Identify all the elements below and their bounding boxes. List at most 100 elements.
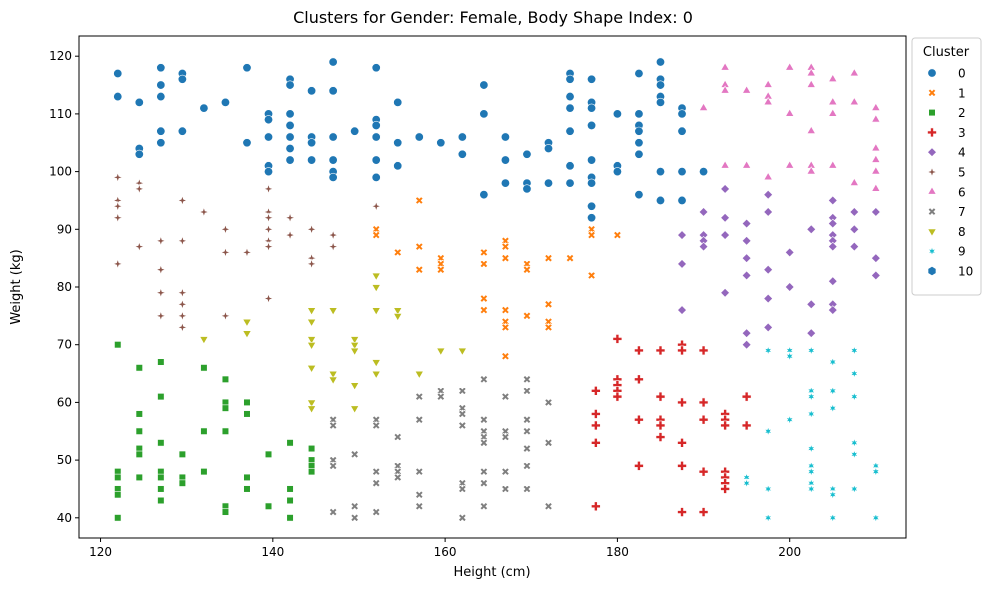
data-point — [262, 183, 275, 195]
series-cluster-8 — [199, 272, 468, 414]
legend-item: 1 — [927, 86, 966, 100]
data-point — [176, 298, 188, 310]
data-point — [219, 246, 232, 258]
legend-label: 8 — [958, 225, 966, 239]
data-point — [763, 171, 773, 181]
data-point — [634, 345, 644, 356]
data-point — [587, 271, 596, 280]
data-point — [591, 501, 601, 512]
data-point — [458, 421, 467, 430]
data-point — [436, 392, 445, 401]
legend-item: 6 — [927, 185, 966, 199]
data-point — [264, 132, 274, 142]
data-point — [328, 132, 338, 142]
data-point — [544, 502, 553, 511]
legend-marker — [927, 68, 937, 78]
data-point — [677, 507, 687, 517]
data-point — [698, 345, 709, 356]
data-point — [176, 235, 188, 247]
data-point — [262, 212, 275, 224]
data-point — [741, 218, 752, 229]
y-tick-label: 110 — [49, 107, 72, 121]
legend-item: 9 — [927, 245, 966, 259]
data-point — [522, 386, 532, 396]
data-point — [634, 414, 644, 425]
data-point — [328, 155, 338, 165]
data-point — [763, 483, 773, 495]
legend-marker — [927, 147, 937, 158]
data-point — [371, 284, 381, 293]
data-point — [655, 432, 666, 442]
data-point — [591, 437, 601, 448]
data-point — [415, 502, 424, 511]
data-point — [112, 200, 124, 212]
data-point — [370, 200, 382, 212]
data-point — [479, 259, 489, 269]
data-point — [327, 241, 339, 253]
data-point — [457, 347, 468, 356]
legend-marker — [927, 246, 937, 257]
data-point — [178, 479, 186, 487]
data-point — [479, 294, 489, 303]
data-point — [349, 347, 360, 356]
data-point — [655, 195, 665, 205]
data-point — [827, 195, 838, 206]
legend-item: 8 — [927, 225, 966, 239]
data-point — [741, 253, 752, 263]
data-point — [655, 167, 665, 177]
data-point — [806, 483, 816, 495]
data-point — [436, 265, 445, 274]
data-point — [307, 444, 316, 453]
data-point — [849, 483, 859, 495]
series-cluster-3 — [591, 334, 752, 517]
data-point — [565, 126, 575, 136]
data-point — [328, 461, 338, 471]
plot-area — [112, 57, 881, 523]
data-point — [544, 323, 553, 332]
data-point — [849, 241, 860, 252]
data-point — [219, 310, 232, 322]
data-point — [479, 438, 489, 447]
legend-label: 5 — [958, 166, 966, 180]
data-point — [328, 307, 338, 316]
data-point — [544, 253, 553, 263]
data-point — [849, 368, 859, 379]
data-point — [284, 212, 296, 224]
data-point — [135, 364, 143, 372]
data-point — [871, 466, 881, 477]
series-cluster-7 — [328, 375, 553, 522]
data-point — [806, 408, 816, 420]
data-point — [763, 293, 773, 304]
data-point — [155, 235, 167, 247]
data-point — [806, 391, 816, 402]
data-point — [806, 466, 816, 477]
data-point — [828, 96, 838, 106]
data-point — [587, 120, 597, 130]
data-point — [372, 507, 381, 517]
data-point — [286, 514, 294, 522]
data-point — [157, 473, 165, 482]
data-point — [500, 132, 510, 142]
data-point — [350, 126, 360, 136]
data-point — [849, 207, 860, 217]
series-cluster-6 — [698, 62, 881, 192]
data-point — [285, 120, 295, 130]
data-point — [720, 160, 730, 169]
data-point — [156, 63, 166, 73]
data-point — [849, 224, 860, 235]
data-point — [587, 178, 597, 188]
y-tick-label: 80 — [57, 280, 72, 294]
data-point — [198, 206, 210, 218]
data-point — [241, 246, 253, 258]
data-point — [436, 347, 446, 356]
data-point — [393, 138, 403, 148]
data-point — [698, 241, 709, 252]
data-point — [565, 74, 575, 84]
data-point — [565, 253, 575, 263]
data-point — [741, 270, 752, 281]
data-point — [133, 241, 145, 253]
data-point — [242, 330, 252, 339]
data-point — [544, 300, 553, 309]
data-point — [849, 391, 859, 402]
data-point — [199, 336, 209, 345]
